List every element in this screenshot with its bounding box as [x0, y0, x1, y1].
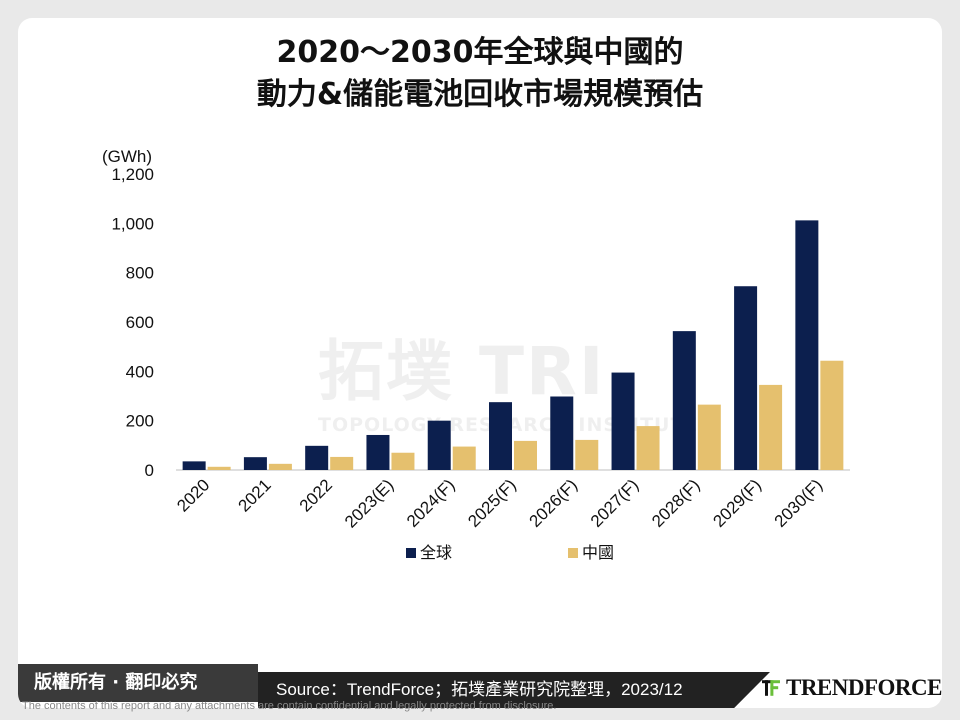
bar-global [427, 420, 451, 470]
report-card: 2020～2030年全球與中國的 動力&儲能電池回收市場規模預估 拓墣 TRI … [18, 18, 942, 708]
y-tick-label: 0 [145, 461, 154, 480]
x-tick-label: 2022 [296, 475, 336, 515]
bar-china [636, 426, 660, 470]
x-tick-label: 2027(F) [587, 475, 643, 531]
x-tick-label: 2025(F) [464, 475, 520, 531]
bar-china [514, 440, 537, 470]
chart-title-line1: 2020～2030年全球與中國的 [276, 35, 684, 70]
x-tick-label: 2028(F) [648, 475, 704, 531]
bar-china [452, 446, 476, 470]
bar-china [575, 439, 599, 470]
x-tick-label: 2030(F) [771, 475, 827, 531]
trendforce-logo-text: TRENDFORCE [785, 675, 942, 700]
y-tick-label: 1,200 [111, 165, 154, 184]
legend-swatch-global [406, 548, 416, 558]
bar-global [182, 461, 206, 470]
y-tick-label: 200 [126, 412, 154, 431]
copyright-label: 版權所有 · 翻印必究 [18, 664, 258, 702]
y-tick-label: 800 [126, 264, 154, 283]
chart-title: 2020～2030年全球與中國的 動力&儲能電池回收市場規模預估 [18, 32, 942, 116]
source-note: Source：TrendForce；拓墣產業研究院整理，2023/12 [258, 672, 770, 708]
bar-global [672, 331, 696, 470]
bar-china [207, 466, 231, 470]
x-tick-label: 2021 [235, 475, 275, 515]
bar-chart: (GWh) 0 200 400 600 800 1,000 1,200 2020 2021 2022… [102, 147, 850, 562]
y-axis-unit: (GWh) [102, 147, 152, 166]
bar-china [391, 452, 415, 470]
bar-china [268, 463, 292, 470]
legend-swatch-china [568, 548, 578, 558]
x-tick-label: 2020 [173, 475, 213, 515]
bar-global [366, 434, 390, 470]
bar-global [611, 372, 635, 470]
legend-label-global: 全球 [420, 543, 452, 562]
bar-global [795, 220, 819, 470]
legend-label-china: 中國 [582, 543, 614, 562]
bar-china [330, 456, 354, 470]
bar-global [243, 457, 267, 470]
bar-china [820, 360, 844, 470]
chart-title-line2: 動力&儲能電池回收市場規模預估 [256, 77, 704, 112]
bar-global [550, 396, 574, 470]
bar-global [305, 445, 329, 470]
bar-global [489, 402, 512, 470]
trendforce-logo-icon [762, 680, 780, 696]
trendforce-logo: TRENDFORCE [762, 668, 942, 708]
x-tick-label: 2026(F) [526, 475, 582, 531]
x-tick-label: 2023(E) [341, 475, 397, 531]
bar-china [697, 404, 721, 470]
disclaimer: The contents of this report and any atta… [22, 700, 557, 712]
bar-china [759, 384, 783, 470]
y-tick-label: 400 [126, 362, 154, 381]
x-tick-label: 2024(F) [403, 475, 459, 531]
y-tick-label: 600 [126, 313, 154, 332]
x-tick-label: 2029(F) [709, 475, 765, 531]
bar-global [734, 286, 758, 470]
y-tick-label: 1,000 [111, 214, 154, 233]
